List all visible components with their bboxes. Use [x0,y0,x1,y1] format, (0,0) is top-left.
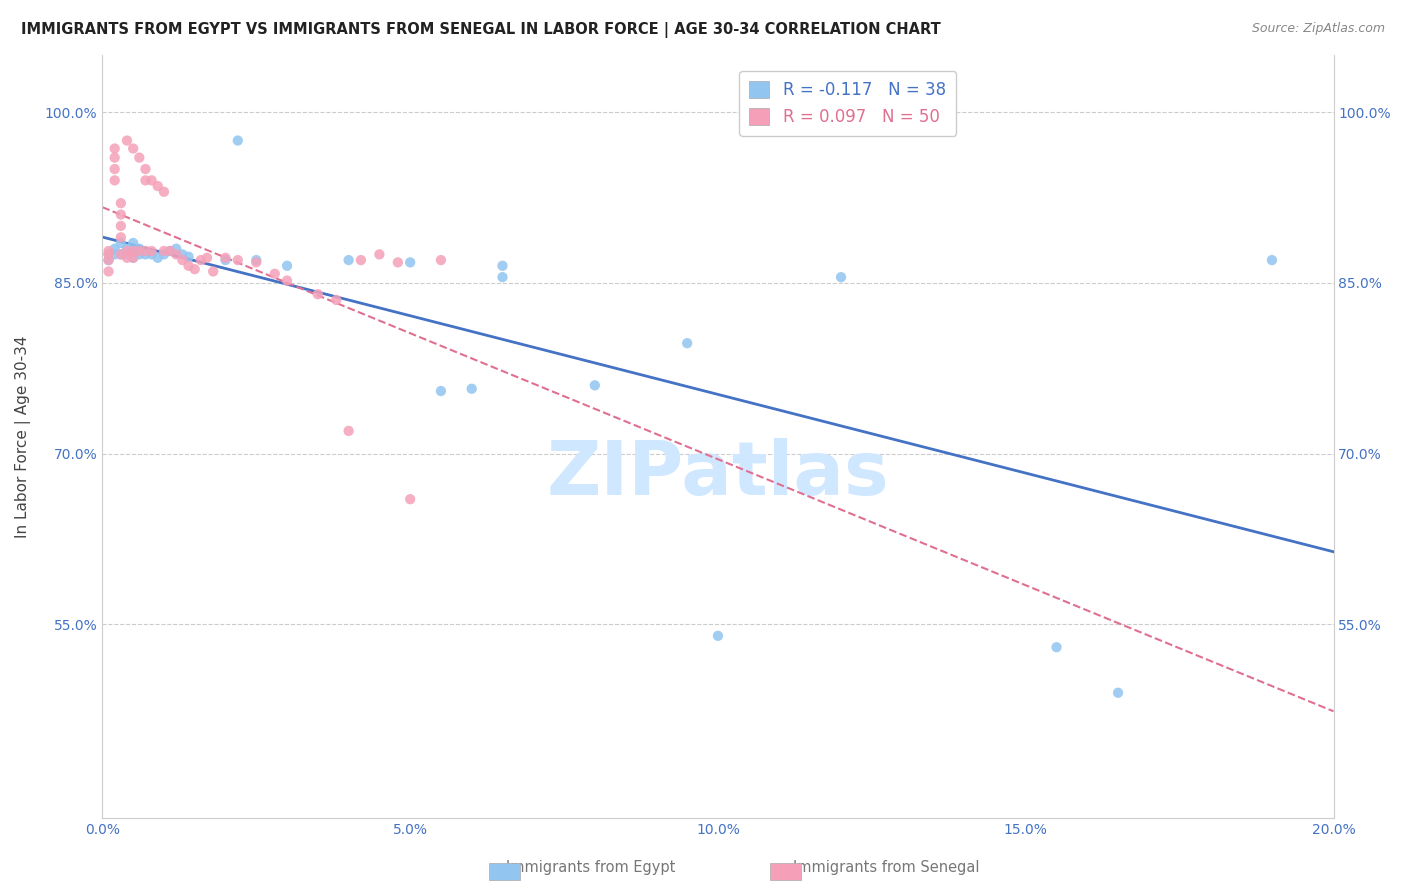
Point [276,259,298,273]
Point [165,247,187,261]
Point [399,492,422,507]
Point [128,247,150,261]
Point [172,247,194,261]
Point [430,384,453,398]
Point [134,247,156,261]
Point [115,134,138,148]
Point [1045,640,1067,655]
Point [134,173,156,187]
Point [97,247,120,261]
Point [104,141,127,155]
Point [159,244,181,258]
Point [177,259,200,273]
Point [159,244,181,258]
Point [153,185,176,199]
Point [141,173,163,187]
Point [1107,686,1129,700]
Point [461,382,484,396]
Point [110,235,132,250]
Text: ZIPatlas: ZIPatlas [547,438,889,511]
Point [676,336,699,351]
Point [368,247,391,261]
Point [202,264,225,278]
Point [104,161,127,176]
Point [214,251,236,265]
Point [307,287,329,301]
Point [122,244,145,258]
Point [146,251,169,265]
Point [97,264,120,278]
Point [122,251,145,265]
Point [1261,253,1284,268]
Point [128,244,150,258]
Point [430,253,453,268]
Point [195,251,218,265]
Point [337,424,360,438]
Point [165,242,187,256]
Point [110,230,132,244]
Point [707,629,730,643]
Text: IMMIGRANTS FROM EGYPT VS IMMIGRANTS FROM SENEGAL IN LABOR FORCE | AGE 30-34 CORR: IMMIGRANTS FROM EGYPT VS IMMIGRANTS FROM… [21,22,941,38]
Point [399,255,422,269]
Point [146,179,169,194]
Point [245,253,267,268]
Point [115,244,138,258]
Point [97,244,120,258]
Point [110,219,132,233]
Point [491,259,513,273]
Point [153,244,176,258]
Point [337,253,360,268]
Point [325,293,347,307]
Point [276,274,298,288]
Point [122,141,145,155]
Point [141,244,163,258]
Point [141,247,163,261]
Point [263,267,285,281]
Point [110,196,132,211]
Point [104,151,127,165]
Point [226,134,249,148]
Point [153,247,176,261]
Point [583,378,606,392]
Point [226,253,249,268]
Point [115,247,138,261]
Point [245,255,267,269]
Point [190,253,212,268]
Point [97,247,120,261]
Point [177,250,200,264]
Point [128,242,150,256]
Point [350,253,373,268]
Legend: R = -0.117   N = 38, R = 0.097   N = 50: R = -0.117 N = 38, R = 0.097 N = 50 [740,71,956,136]
Point [183,262,205,277]
Point [104,173,127,187]
Point [110,247,132,261]
Point [830,270,852,285]
Point [122,251,145,265]
Point [97,253,120,268]
Point [115,242,138,256]
Text: Immigrants from Senegal: Immigrants from Senegal [793,861,979,875]
Point [134,244,156,258]
Text: Immigrants from Egypt: Immigrants from Egypt [506,861,675,875]
Point [97,253,120,268]
Point [214,253,236,268]
Point [115,251,138,265]
Point [122,235,145,250]
Y-axis label: In Labor Force | Age 30-34: In Labor Force | Age 30-34 [15,335,31,538]
Text: Source: ZipAtlas.com: Source: ZipAtlas.com [1251,22,1385,36]
Point [172,253,194,268]
Point [104,242,127,256]
Point [128,151,150,165]
Point [134,161,156,176]
Point [387,255,409,269]
Point [122,244,145,258]
Point [110,247,132,261]
Point [491,270,513,285]
Point [110,208,132,222]
Point [104,247,127,261]
